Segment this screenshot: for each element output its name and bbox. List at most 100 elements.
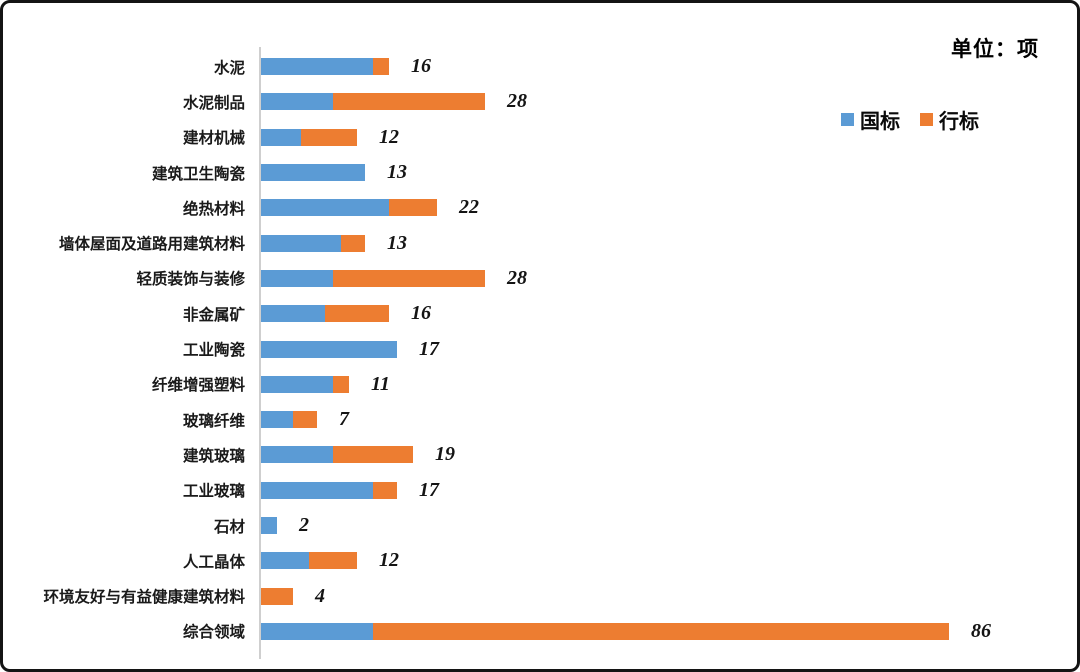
bar-track: 2 — [253, 508, 1077, 543]
value-label: 19 — [435, 443, 455, 466]
value-label: 12 — [379, 549, 399, 572]
legend: 国标 行标 — [841, 105, 979, 134]
bar-segment-national — [261, 446, 333, 464]
chart-row: 石材 2 — [3, 508, 1077, 543]
chart-row: 玻璃纤维 7 — [3, 402, 1077, 437]
bar-segment-national — [261, 128, 301, 146]
bar-segment-industry — [333, 269, 485, 287]
category-label: 轻质装饰与装修 — [136, 271, 245, 289]
value-label: 13 — [387, 161, 407, 184]
bar-track: 19 — [253, 437, 1077, 472]
bar-track: 13 — [253, 155, 1077, 190]
bar-segment-industry — [373, 481, 397, 499]
category-label: 建筑卫生陶瓷 — [151, 165, 245, 183]
bar-segment-industry — [373, 58, 389, 76]
value-label: 13 — [387, 231, 407, 254]
chart-row: 水泥制品 28 — [3, 84, 1077, 119]
bar-segment-industry — [373, 622, 949, 640]
legend-item-national: 国标 — [841, 105, 900, 134]
bar-segment-national — [261, 622, 373, 640]
bar-segment-national — [261, 481, 373, 499]
bar-track: 86 — [253, 614, 1077, 649]
category-label: 玻璃纤维 — [182, 412, 245, 430]
bar-segment-industry — [293, 411, 317, 429]
value-label: 2 — [299, 514, 309, 536]
chart-row: 工业陶瓷 17 — [3, 331, 1077, 366]
bar-track: 7 — [253, 402, 1077, 437]
chart-row: 轻质装饰与装修 28 — [3, 261, 1077, 296]
category-label: 非金属矿 — [182, 306, 245, 324]
legend-label-industry: 行标 — [939, 111, 979, 133]
bar-segment-industry — [261, 587, 293, 605]
bar-track: 12 — [253, 120, 1077, 155]
bar-segment-industry — [333, 446, 413, 464]
bar-segment-national — [261, 375, 333, 393]
bar-track: 11 — [253, 367, 1077, 402]
chart-row: 绝热材料 22 — [3, 190, 1077, 225]
category-label: 综合领域 — [182, 624, 245, 642]
category-label: 建筑玻璃 — [182, 447, 245, 465]
bar-track: 22 — [253, 190, 1077, 225]
value-label: 4 — [315, 584, 325, 607]
y-axis-line — [259, 47, 261, 659]
bar-segment-industry — [333, 93, 485, 111]
bar-segment-national — [261, 93, 333, 111]
value-label: 17 — [419, 478, 439, 501]
category-label: 环境友好与有益健康建筑材料 — [43, 589, 245, 607]
bar-track: 17 — [253, 473, 1077, 508]
bar-segment-national — [261, 269, 333, 287]
legend-swatch-industry-icon — [920, 113, 933, 126]
legend-swatch-national-icon — [841, 113, 854, 126]
category-label: 绝热材料 — [182, 200, 245, 218]
unit-label: 单位：项 — [951, 38, 1039, 61]
chart-row: 综合领域 86 — [3, 614, 1077, 649]
chart-row: 纤维增强塑料 11 — [3, 367, 1077, 402]
category-label: 纤维增强塑料 — [151, 377, 245, 395]
category-label: 石材 — [213, 518, 245, 536]
chart-row: 墙体屋面及道路用建筑材料 13 — [3, 225, 1077, 260]
value-label: 28 — [507, 266, 527, 289]
bar-segment-national — [261, 164, 365, 182]
bar-segment-national — [261, 517, 277, 534]
bar-track: 17 — [253, 331, 1077, 366]
bar-segment-industry — [301, 128, 357, 146]
value-label: 17 — [419, 337, 439, 360]
bar-segment-industry — [389, 199, 437, 217]
value-label: 11 — [371, 372, 390, 395]
bar-track: 13 — [253, 225, 1077, 260]
legend-item-industry: 行标 — [920, 105, 979, 134]
bar-segment-national — [261, 305, 325, 323]
legend-label-national: 国标 — [860, 111, 900, 133]
bar-track: 28 — [253, 261, 1077, 296]
chart-row: 非金属矿 16 — [3, 296, 1077, 331]
chart-row: 建材机械 12 — [3, 120, 1077, 155]
bar-segment-industry — [333, 375, 349, 393]
bar-rows: 水泥 16 水泥制品 28 建材机械 12 建 — [3, 49, 1077, 649]
chart-row: 人工晶体 12 — [3, 543, 1077, 578]
bar-segment-industry — [309, 552, 357, 570]
chart-row: 工业玻璃 17 — [3, 473, 1077, 508]
category-label: 工业陶瓷 — [182, 342, 245, 360]
bar-segment-industry — [341, 234, 365, 252]
chart-row: 建筑卫生陶瓷 13 — [3, 155, 1077, 190]
value-label: 7 — [339, 408, 349, 431]
bar-segment-national — [261, 199, 389, 217]
value-label: 28 — [507, 90, 527, 113]
value-label: 16 — [411, 55, 431, 78]
bar-track: 12 — [253, 543, 1077, 578]
bar-segment-national — [261, 340, 397, 358]
bar-segment-national — [261, 411, 293, 429]
bar-segment-industry — [325, 305, 389, 323]
bar-track: 4 — [253, 578, 1077, 613]
category-label: 人工晶体 — [182, 553, 245, 571]
bar-track: 28 — [253, 84, 1077, 119]
value-label: 16 — [411, 302, 431, 325]
chart-row: 水泥 16 — [3, 49, 1077, 84]
chart-row: 建筑玻璃 19 — [3, 437, 1077, 472]
value-label: 86 — [971, 619, 991, 642]
bar-track: 16 — [253, 49, 1077, 84]
category-label: 水泥制品 — [182, 94, 245, 112]
category-label: 建材机械 — [182, 130, 245, 148]
category-label: 水泥 — [213, 59, 245, 77]
